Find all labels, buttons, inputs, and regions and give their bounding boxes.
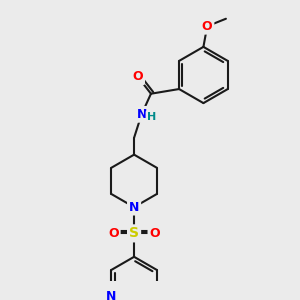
Text: N: N — [106, 290, 116, 300]
Text: H: H — [147, 112, 157, 122]
Text: O: O — [133, 70, 143, 83]
Text: S: S — [129, 226, 139, 240]
Text: O: O — [149, 227, 160, 240]
Text: O: O — [108, 227, 119, 240]
Text: N: N — [129, 201, 139, 214]
Text: N: N — [136, 108, 147, 121]
Text: O: O — [202, 20, 212, 33]
